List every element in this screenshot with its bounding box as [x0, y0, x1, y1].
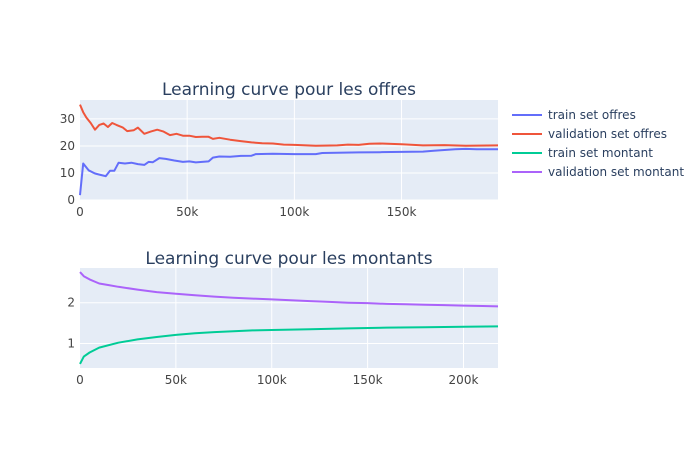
- legend-label-1: validation set offres: [548, 127, 667, 141]
- x-tick-label-montants-4: 200k: [449, 373, 479, 387]
- y-tick-label-montants-0: 1: [67, 337, 75, 351]
- x-tick-label-montants-1: 50k: [165, 373, 187, 387]
- x-tick-label-offres-1: 50k: [176, 205, 198, 219]
- chart-title-offres: Learning curve pour les offres: [162, 80, 416, 100]
- series-line-validation-set-offres: [79, 104, 499, 147]
- legend-label-2: train set montant: [548, 146, 653, 160]
- y-tick-label-offres-0: 0: [67, 193, 75, 207]
- series-line-train-set-offres: [79, 147, 498, 196]
- x-tick-label-offres-2: 100k: [279, 205, 309, 219]
- chart-offres: Learning curve pour les offres 0 50k 100k 1…: [60, 80, 499, 219]
- x-tick-label-montants-3: 150k: [353, 373, 383, 387]
- legend: train set offres validation set offres tra…: [512, 108, 684, 179]
- y-tick-label-montants-1: 2: [67, 296, 75, 310]
- y-tick-label-offres-1: 10: [60, 166, 75, 180]
- plot-area-montants: [80, 268, 498, 368]
- x-tick-label-montants-2: 100k: [257, 373, 287, 387]
- y-tick-label-offres-3: 30: [60, 112, 75, 126]
- legend-label-3: validation set montant: [548, 165, 684, 179]
- series-line-validation-set-montant: [79, 271, 499, 308]
- series-line-train-set-montant: [79, 325, 499, 365]
- y-tick-label-offres-2: 20: [60, 139, 75, 153]
- x-tick-label-offres-0: 0: [76, 205, 84, 219]
- legend-label-0: train set offres: [548, 108, 636, 122]
- plot-area-offres: [80, 100, 498, 200]
- chart-title-montants: Learning curve pour les montants: [145, 249, 432, 269]
- x-tick-label-montants-0: 0: [76, 373, 84, 387]
- chart-montants: Learning curve pour les montants 0 50k 100…: [67, 249, 499, 387]
- x-tick-label-offres-3: 150k: [387, 205, 417, 219]
